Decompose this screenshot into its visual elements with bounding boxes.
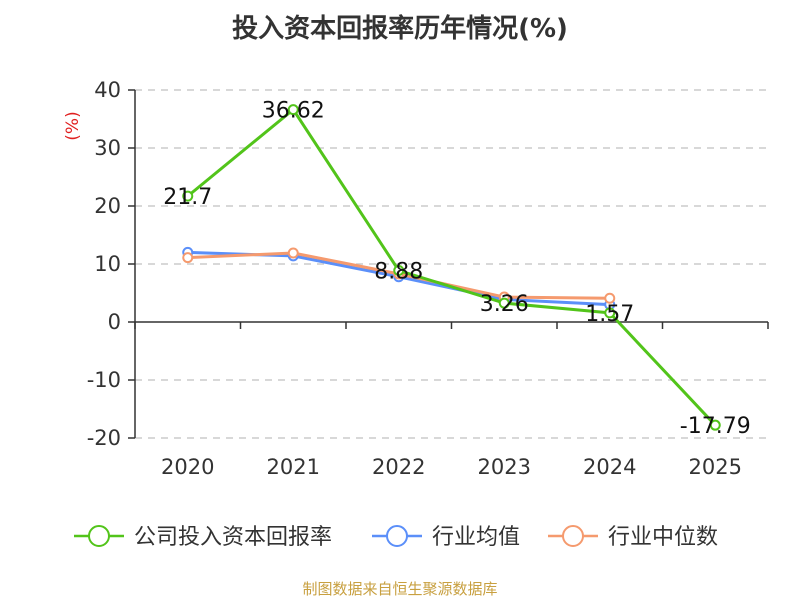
y-tick-label: 40 — [94, 78, 121, 102]
x-tick-label: 2022 — [372, 455, 425, 479]
x-tick-label: 2024 — [583, 455, 636, 479]
y-tick-label: 10 — [94, 252, 121, 276]
data-point — [604, 307, 616, 319]
data-point — [393, 264, 405, 276]
data-point — [182, 252, 194, 264]
legend-label: 公司投入资本回报率 — [134, 525, 332, 550]
y-tick-label: 30 — [94, 136, 121, 160]
y-tick-label: 0 — [108, 310, 121, 334]
chart-title: 投入资本回报率历年情况(%) — [232, 14, 568, 44]
data-point — [287, 104, 299, 116]
y-axis-label: (%) — [63, 111, 83, 140]
x-tick-label: 2020 — [161, 455, 214, 479]
legend-swatch-marker — [562, 525, 584, 547]
legend-label: 行业中位数 — [608, 525, 718, 550]
data-label: 3.26 — [480, 292, 529, 317]
data-point — [498, 297, 510, 309]
source-note: 制图数据来自恒生聚源数据库 — [302, 580, 498, 598]
data-label: 21.7 — [163, 185, 212, 210]
data-label: -17.79 — [680, 414, 751, 439]
data-point — [709, 419, 721, 431]
x-tick-label: 2023 — [478, 455, 531, 479]
x-tick-label: 2021 — [267, 455, 320, 479]
data-point — [182, 190, 194, 202]
data-point — [604, 292, 616, 304]
legend-swatch-marker — [386, 525, 408, 547]
legend-label: 行业均值 — [432, 525, 520, 550]
y-tick-label: -10 — [87, 368, 121, 392]
data-label: 8.88 — [374, 259, 423, 284]
y-tick-label: -20 — [87, 426, 121, 450]
data-label: 1.57 — [585, 302, 634, 327]
x-tick-label: 2025 — [689, 455, 742, 479]
legend-swatch-marker — [88, 525, 110, 547]
data-label: 36.62 — [262, 99, 325, 124]
data-point — [287, 247, 299, 259]
y-tick-label: 20 — [94, 194, 121, 218]
series-line-0 — [186, 108, 717, 427]
